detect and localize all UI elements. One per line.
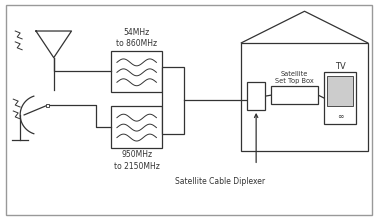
- Text: ∞: ∞: [337, 112, 343, 121]
- Bar: [111, 106, 162, 148]
- Bar: [324, 72, 356, 124]
- Bar: [111, 51, 162, 92]
- Bar: [271, 86, 318, 104]
- Bar: [162, 67, 184, 134]
- Text: TV: TV: [335, 62, 345, 70]
- Text: Satellite Cable Diplexer: Satellite Cable Diplexer: [175, 177, 265, 186]
- Bar: [327, 76, 353, 106]
- Bar: [241, 43, 368, 151]
- Bar: [247, 82, 265, 110]
- Text: 54MHz
to 860MHz: 54MHz to 860MHz: [116, 28, 157, 48]
- Text: 950MHz
to 2150MHz: 950MHz to 2150MHz: [114, 150, 160, 170]
- Text: Satellite
Set Top Box: Satellite Set Top Box: [275, 71, 314, 84]
- Bar: [46, 104, 49, 106]
